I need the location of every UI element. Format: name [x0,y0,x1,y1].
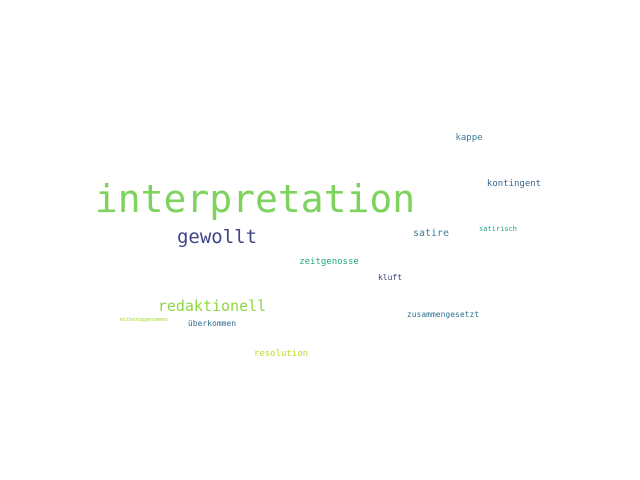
word-zeitgenosse: zeitgenosse [299,257,359,267]
word-redaktionell: redaktionell [157,297,267,315]
word-interpretation: interpretation [94,177,416,221]
word-mitbezuggenommen: mitbezuggenommen [119,317,169,323]
word-kontingent: kontingent [486,179,542,189]
word-zusammengesetzt: zusammengesetzt [406,310,480,319]
word-kluft: kluft [377,273,403,282]
word-satire: satire [412,228,450,239]
word-gewollt: gewollt [176,226,258,248]
word-resolution: resolution [253,349,309,359]
word-uberkommen: überkommen [187,319,237,328]
word-kappe: kappe [455,133,483,143]
word-satirisch: satirisch [479,225,517,233]
